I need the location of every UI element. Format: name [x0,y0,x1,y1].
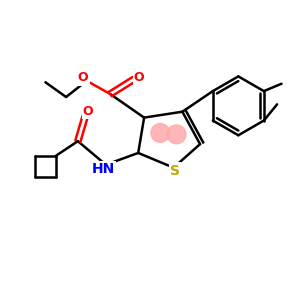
Text: HN: HN [91,162,115,176]
Circle shape [167,125,186,144]
Text: O: O [83,105,94,118]
Text: S: S [170,164,180,178]
Text: O: O [134,71,144,84]
Text: O: O [78,71,88,84]
Circle shape [151,124,170,142]
